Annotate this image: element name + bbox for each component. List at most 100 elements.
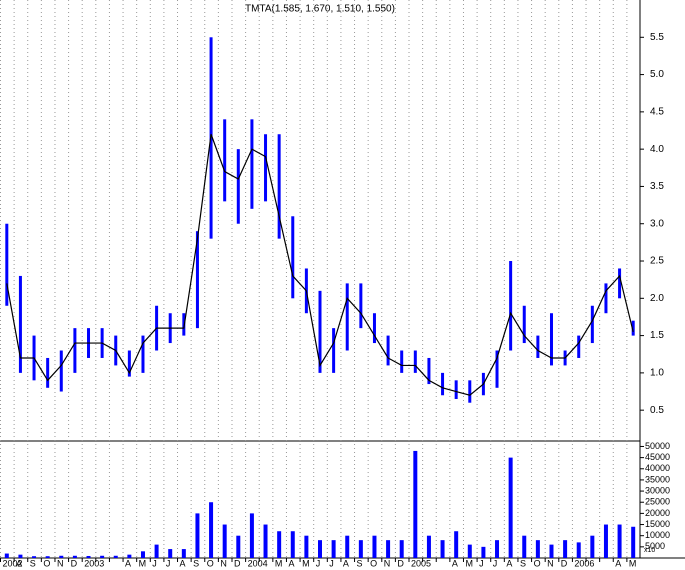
price-range	[332, 328, 336, 373]
x-tick-label: S	[193, 558, 199, 568]
x-tick-label: 2003	[84, 558, 104, 568]
volume-bar	[263, 524, 268, 558]
volume-bar	[32, 556, 37, 558]
x-tick-label: 2004	[248, 558, 268, 568]
price-range	[250, 119, 254, 209]
x-tick-label: J	[166, 558, 171, 568]
close-line	[6, 134, 634, 396]
x-tick-label: N	[220, 558, 227, 568]
x-tick-label: M	[465, 558, 473, 568]
x-tick-label: M	[629, 558, 637, 568]
price-range	[413, 350, 417, 373]
chart-title: TMTA(1.585, 1.670, 1.510, 1.550)	[245, 4, 395, 15]
price-range	[141, 335, 145, 373]
price-range	[468, 380, 472, 403]
volume-bar	[631, 526, 636, 558]
volume-bar	[535, 540, 540, 558]
x-tick-label: O	[534, 558, 541, 568]
y-tick-label: 2.5	[650, 256, 664, 267]
volume-bar	[467, 544, 472, 558]
x-tick-label: S	[357, 558, 363, 568]
price-range	[59, 350, 63, 392]
x-tick-label: 2005	[411, 558, 431, 568]
volume-bar	[154, 544, 159, 558]
volume-bar	[100, 555, 105, 558]
price-range	[577, 335, 581, 358]
y-tick-label: 2.0	[650, 293, 664, 304]
volume-bar	[209, 502, 214, 558]
x-tick-label: S	[30, 558, 36, 568]
volume-tick-label: 20000	[645, 508, 670, 518]
x-tick-label: A	[615, 558, 621, 568]
volume-bar	[440, 540, 445, 558]
x-tick-label: O	[43, 558, 50, 568]
volume-bar	[86, 555, 91, 558]
volume-bar	[277, 531, 282, 558]
volume-bar	[45, 556, 50, 558]
price-range	[536, 335, 540, 358]
y-tick-label: 4.0	[650, 144, 664, 155]
price-range	[345, 283, 349, 351]
x-tick-label: M	[302, 558, 310, 568]
price-range	[372, 313, 376, 344]
y-tick-label: 5.5	[650, 32, 664, 43]
price-range	[631, 320, 635, 336]
y-tick-label: 5.0	[650, 69, 664, 80]
volume-tick-label: 25000	[645, 497, 670, 507]
volume-bar	[617, 524, 622, 558]
volume-bar	[331, 540, 336, 558]
y-tick-label: 1.5	[650, 330, 664, 341]
price-range	[223, 119, 227, 202]
volume-bar	[495, 540, 500, 558]
price-range	[618, 268, 622, 299]
price-range	[522, 305, 526, 344]
volume-tick-label: 30000	[645, 485, 670, 495]
price-range	[127, 350, 131, 377]
x-tick-label: A	[506, 558, 512, 568]
volume-bar	[508, 457, 513, 558]
x-tick-label: A	[16, 558, 22, 568]
volume-bar	[454, 531, 459, 558]
volume-bar	[236, 535, 241, 558]
price-range	[549, 313, 553, 366]
volume-bar	[413, 450, 418, 558]
x-tick-label: D	[234, 558, 241, 568]
x-tick-label: M	[139, 558, 147, 568]
price-range	[509, 261, 513, 351]
price-range	[359, 283, 363, 329]
x-tick-label: A	[343, 558, 349, 568]
y-tick-label: 3.0	[650, 218, 664, 229]
x-tick-label: N	[384, 558, 391, 568]
price-range	[18, 275, 22, 373]
price-range	[590, 305, 594, 344]
x-tick-label: A	[180, 558, 186, 568]
volume-bar	[603, 524, 608, 558]
price-range	[277, 134, 281, 239]
volume-bar	[249, 513, 254, 558]
price-range	[5, 223, 9, 306]
x-tick-label: A	[125, 558, 131, 568]
volume-bar	[399, 540, 404, 558]
price-range	[427, 357, 431, 385]
volume-tick-label: 15000	[645, 519, 670, 529]
volume-bar	[576, 542, 581, 558]
y-tick-label: 0.5	[650, 405, 664, 416]
x-tick-label: O	[370, 558, 377, 568]
volume-bar	[549, 544, 554, 558]
volume-tick-label: 35000	[645, 474, 670, 484]
price-range	[604, 283, 608, 314]
volume-tick-label: 10000	[645, 530, 670, 540]
price-range	[264, 134, 268, 202]
x-tick-label: J	[316, 558, 321, 568]
x-tick-label: A	[288, 558, 294, 568]
volume-bar	[4, 553, 9, 558]
x-tick-label: D	[397, 558, 404, 568]
x-tick-label: J	[479, 558, 484, 568]
price-range	[73, 328, 77, 373]
volume-bar	[386, 540, 391, 558]
x-tick-label: A	[452, 558, 458, 568]
volume-bar	[426, 535, 431, 558]
y-tick-label: 1.0	[650, 368, 664, 379]
